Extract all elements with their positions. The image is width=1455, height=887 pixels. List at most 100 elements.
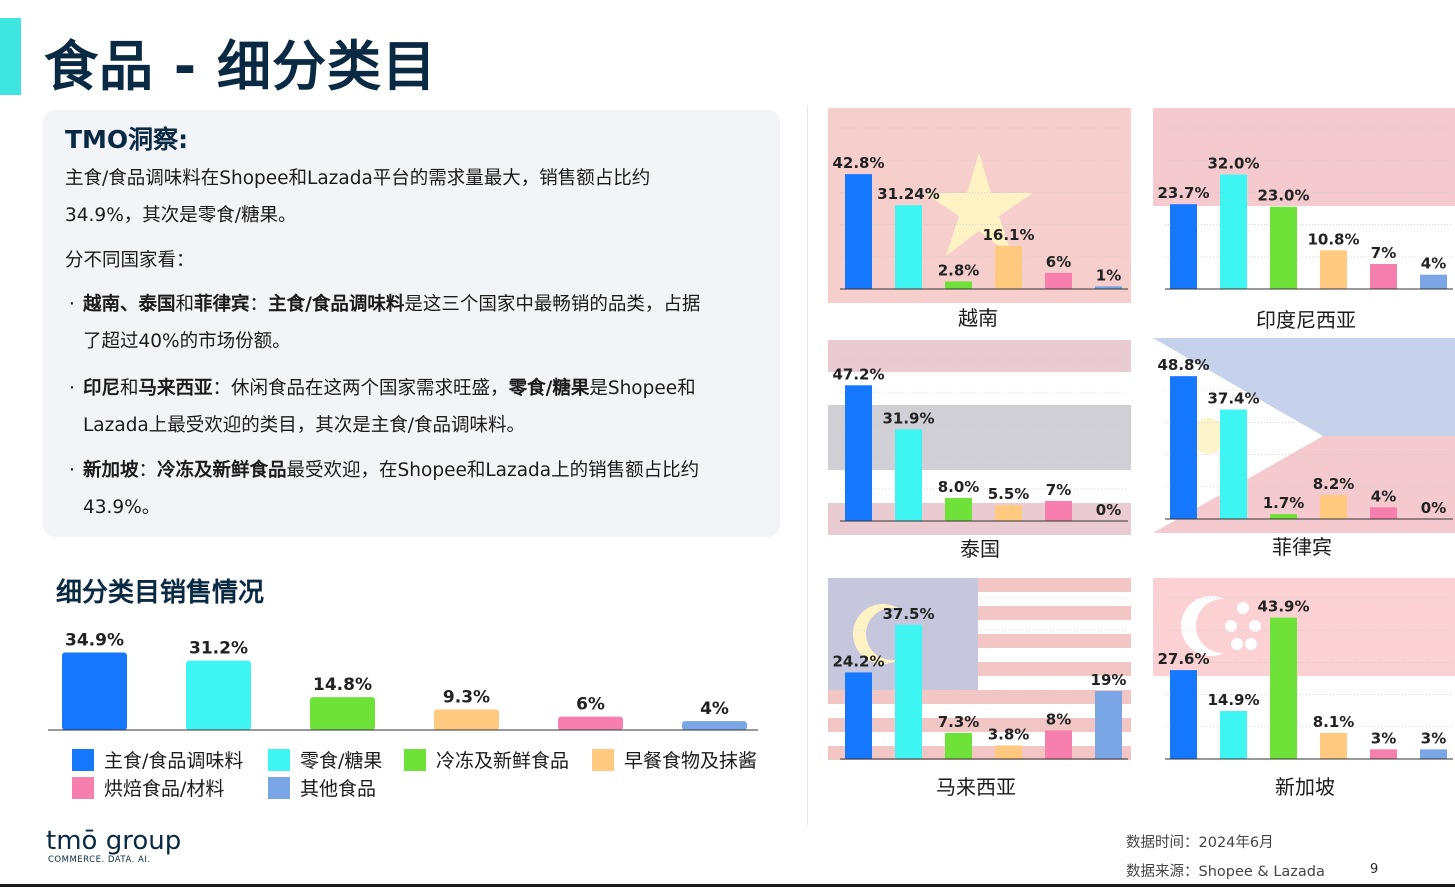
bar-5: [1370, 749, 1397, 759]
data-label: 14.9%: [1207, 691, 1259, 709]
data-label: 6%: [1046, 253, 1071, 271]
bar-6: [1095, 286, 1122, 289]
bold-text: 新加坡: [83, 460, 139, 481]
section-title: 细分类目销售情况: [56, 578, 265, 608]
bold-text: 印尼: [83, 378, 121, 399]
bar-4: [1320, 250, 1347, 289]
bar-3: [1270, 206, 1297, 289]
bar-3: [945, 281, 972, 289]
data-label: 5.5%: [988, 485, 1030, 503]
legend-label: 早餐食物及抹酱: [624, 750, 758, 772]
bar-2: [1220, 409, 1247, 519]
data-label: 16.1%: [982, 226, 1034, 244]
legend-item-breakfast: 早餐食物及抹酱: [592, 748, 757, 774]
bar-3: [945, 732, 972, 759]
text: ：休闲食品在这两个国家需求旺盛，: [212, 378, 509, 399]
insight-p1-line2: 34.9%，其次是零食/糖果。: [65, 205, 297, 226]
data-label: 8.0%: [938, 478, 980, 496]
data-label: 23.0%: [1257, 187, 1309, 205]
bar-1: [1170, 670, 1197, 759]
bar-3: [1270, 617, 1297, 759]
bottom-border: [0, 884, 1455, 887]
legend-swatch: [72, 777, 94, 799]
insight-box: TMO洞察: 主食/食品调味料在Shopee和Lazada平台的需求量最大，销售…: [43, 110, 780, 537]
country-label-malaysia: 马来西亚: [936, 775, 1016, 799]
malaysia-bar-chart: 24.2% 37.5% 7.3% 3.8% 8% 19%: [832, 597, 1128, 760]
page-number: 9: [1370, 862, 1379, 877]
bar-2: [1220, 711, 1247, 759]
data-label: 9.3%: [443, 687, 490, 707]
legend-swatch: [72, 749, 94, 771]
legend-swatch: [592, 749, 614, 771]
legend-item-other: 其他食品: [268, 776, 376, 802]
legend-item-snacks: 零食/糖果: [268, 748, 382, 774]
data-label: 3%: [1421, 729, 1446, 747]
bar-1: [845, 672, 872, 759]
indonesia-bar-chart: 23.7% 32.0% 23.0% 10.8% 7% 4%: [1157, 127, 1453, 290]
data-label: 1.7%: [1263, 494, 1305, 512]
country-label-thailand: 泰国: [960, 537, 1000, 561]
insight-p1-line1: 主食/食品调味料在Shopee和Lazada平台的需求量最大，销售额占比约: [65, 168, 651, 189]
data-label: 8.1%: [1313, 713, 1355, 731]
panel-singapore: 27.6% 14.9% 43.9% 8.1% 3% 3%: [1153, 578, 1455, 774]
data-label: 4%: [700, 699, 729, 719]
data-label: 8.2%: [1313, 475, 1355, 493]
text: ：: [138, 460, 158, 481]
bar-6: [1420, 749, 1447, 759]
singapore-flag-icon: [1153, 578, 1455, 773]
legend-swatch: [268, 777, 290, 799]
bold-text: 主食/食品调味料: [268, 294, 405, 315]
bar-2: [1220, 174, 1247, 289]
insight-title: TMO洞察:: [65, 125, 189, 154]
bar-6: [1420, 274, 1447, 289]
bar-2: [186, 660, 251, 730]
panel-thailand: 47.2% 31.9% 8.0% 5.5% 7% 0%: [828, 340, 1133, 536]
bar-1: [1170, 204, 1197, 289]
text: 是这三个国家中最畅销的品类，占据: [404, 294, 701, 315]
legend-label: 冷冻及新鲜食品: [436, 750, 570, 772]
singapore-bar-chart: 27.6% 14.9% 43.9% 8.1% 3% 3%: [1157, 598, 1453, 760]
data-label: 48.8%: [1157, 356, 1209, 374]
data-label: 34.9%: [65, 630, 124, 650]
data-source: 数据来源：Shopee & Lazada: [1126, 864, 1325, 880]
logo-tagline: COMMERCE. DATA. AI.: [48, 855, 151, 865]
data-label: 6%: [576, 695, 605, 715]
philippines-bar-chart: 48.8% 37.4% 1.7% 8.2% 4% 0%: [1157, 356, 1453, 520]
data-label: 37.5%: [882, 605, 934, 623]
data-label: 4%: [1371, 487, 1396, 505]
bar-3: [310, 697, 375, 730]
data-label: 10.8%: [1307, 230, 1359, 248]
legend-label: 其他食品: [300, 778, 377, 800]
data-label: 27.6%: [1157, 650, 1209, 668]
title-accent-bar: [0, 18, 21, 95]
bar-4: [1320, 494, 1347, 519]
page-title: 食品 - 细分类目: [44, 35, 438, 98]
bar-1: [1170, 376, 1197, 519]
legend-item-staple: 主食/食品调味料: [72, 748, 243, 774]
bullet-dot: ·: [69, 294, 75, 315]
insight-bullet-3: · 新加坡：冷冻及新鲜食品最受欢迎，在Shopee和Lazada上的销售额占比约…: [69, 452, 773, 526]
thailand-bar-chart: 47.2% 31.9% 8.0% 5.5% 7% 0%: [832, 359, 1128, 522]
bar-2: [895, 624, 922, 759]
data-label: 43.9%: [1257, 598, 1309, 616]
insight-paragraph-2: 分不同国家看：: [65, 250, 195, 271]
bold-text: 零食/糖果: [508, 378, 590, 399]
bar-3: [945, 498, 972, 521]
insight-paragraph-1: 主食/食品调味料在Shopee和Lazada平台的需求量最大，销售额占比约 34…: [65, 160, 765, 234]
panel-indonesia: 23.7% 32.0% 23.0% 10.8% 7% 4%: [1153, 108, 1455, 304]
data-label: 32.0%: [1207, 155, 1259, 173]
data-label: 14.8%: [313, 675, 372, 695]
bar-5: [1370, 263, 1397, 289]
country-label-indonesia: 印度尼西亚: [1256, 308, 1356, 332]
bar-6: [682, 721, 747, 730]
data-label: 7%: [1371, 244, 1396, 262]
bold-text: 冷冻及新鲜食品: [157, 460, 287, 481]
legend-swatch: [268, 749, 290, 771]
bar-1: [845, 385, 872, 521]
bar-4: [1320, 732, 1347, 759]
data-label: 23.7%: [1157, 184, 1209, 202]
data-label: 31.9%: [882, 409, 934, 427]
bar-4: [995, 745, 1022, 759]
data-label: 1%: [1096, 266, 1121, 284]
legend-item-frozen: 冷冻及新鲜食品: [404, 748, 569, 774]
